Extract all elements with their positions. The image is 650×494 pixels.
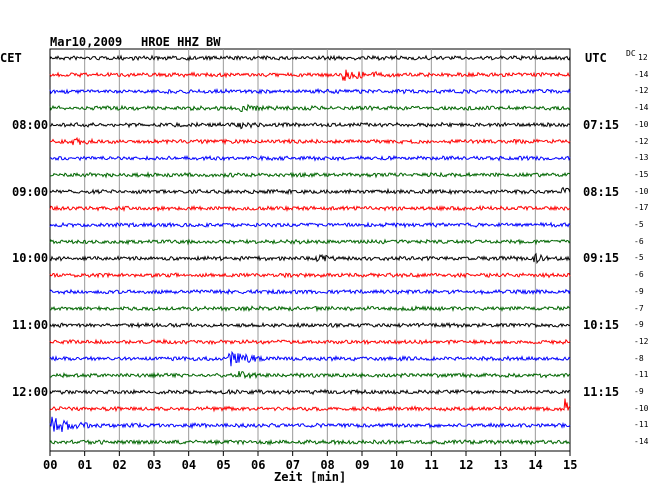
left-time-label: 09:00 [12, 184, 49, 199]
x-tick-label: 02 [112, 458, 127, 472]
x-tick-label: 15 [563, 458, 578, 472]
trace-line [49, 136, 571, 146]
x-tick-label: 05 [216, 458, 231, 472]
plot-frame [49, 48, 571, 452]
dc-label: DC [626, 49, 636, 58]
x-tick-label: 14 [528, 458, 543, 472]
x-tick-label: 09 [355, 458, 370, 472]
right-time-label: 10:15 [583, 318, 620, 333]
trace-line [49, 186, 571, 196]
x-tick-label: 00 [43, 458, 58, 472]
trace-line [49, 388, 571, 396]
trace-line [49, 221, 571, 229]
dc-offset-label: -6 [634, 270, 644, 280]
dc-offset-label: -11 [634, 420, 649, 430]
left-time-label: 11:00 [12, 318, 49, 333]
trace-line [49, 252, 571, 265]
trace-line [49, 121, 571, 130]
x-tick-label: 04 [181, 458, 197, 472]
x-axis-label: Zeit [min] [274, 470, 347, 484]
trace-line [49, 398, 571, 413]
minute-grid [84, 49, 536, 451]
trace-line [49, 103, 571, 112]
trace-line [49, 438, 571, 446]
trace-line [49, 154, 571, 162]
right-time-label: 07:15 [583, 117, 620, 132]
trace-line [49, 87, 571, 95]
dc-offset-label: -10 [634, 186, 649, 196]
dc-offset-label: -5 [634, 253, 644, 263]
dc-offset-label: -12 [634, 86, 649, 96]
dc-offset-label: -14 [634, 69, 649, 79]
dc-offset-label: -12 [634, 136, 649, 146]
dc-offset-label: -7 [634, 303, 644, 313]
trace-line [49, 54, 571, 62]
trace-line [49, 238, 571, 246]
dc-offset-label: -10 [634, 403, 649, 413]
x-tick-label: 11 [424, 458, 439, 472]
trace-line [49, 204, 571, 213]
trace-line [49, 321, 571, 329]
trace-line [49, 171, 571, 179]
dc-offset-label: -9 [634, 387, 644, 396]
dc-offset-label: -10 [634, 119, 649, 129]
dc-offset-label: -11 [634, 370, 649, 380]
x-tick-label: 13 [493, 458, 509, 472]
left-time-label: 10:00 [12, 251, 49, 266]
dc-offset-label: -17 [634, 203, 649, 213]
dc-offset-label: -13 [634, 153, 649, 163]
x-axis-ticks [49, 451, 571, 456]
trace-line [49, 371, 571, 380]
trace-line [49, 350, 571, 367]
x-tick-label: 10 [389, 458, 405, 472]
right-time-label: 09:15 [583, 251, 620, 266]
trace-line [49, 338, 571, 346]
chart-station: HROE HHZ BW [141, 35, 221, 49]
x-tick-label: 07 [285, 458, 301, 472]
x-tick-label: 12 [459, 458, 474, 472]
x-tick-label: 08 [320, 458, 335, 472]
left-time-label: 12:00 [12, 385, 49, 399]
dc-offset-label: -9 [634, 286, 644, 296]
dc-offset-label: -14 [634, 437, 649, 447]
trace-line [49, 416, 571, 432]
trace-line [49, 305, 571, 313]
dc-offset-label: -9 [634, 320, 644, 330]
right-timezone-label: UTC [585, 51, 607, 65]
chart-date: Mar10,2009 [50, 35, 123, 49]
right-time-label: 11:15 [583, 385, 620, 399]
dc-offset-label: -14 [634, 103, 649, 113]
left-time-label: 08:00 [12, 117, 49, 132]
dc-offset-label: -8 [634, 353, 644, 363]
dc-offset-label: -6 [634, 236, 644, 246]
x-tick-label: 03 [147, 458, 162, 472]
dc-offset-label: -12 [634, 336, 649, 346]
trace-line [49, 69, 571, 81]
dc-offset-label: -5 [634, 220, 644, 229]
trace-line [49, 288, 571, 296]
dc-offset-label: -15 [634, 169, 649, 179]
dc-offset-label: 12 [638, 53, 648, 62]
x-tick-label: 06 [251, 458, 266, 472]
trace-line [49, 271, 571, 279]
seismic-traces [49, 54, 571, 446]
left-timezone-label: CET [0, 51, 22, 65]
right-time-label: 08:15 [583, 184, 620, 199]
x-tick-label: 01 [77, 458, 93, 472]
